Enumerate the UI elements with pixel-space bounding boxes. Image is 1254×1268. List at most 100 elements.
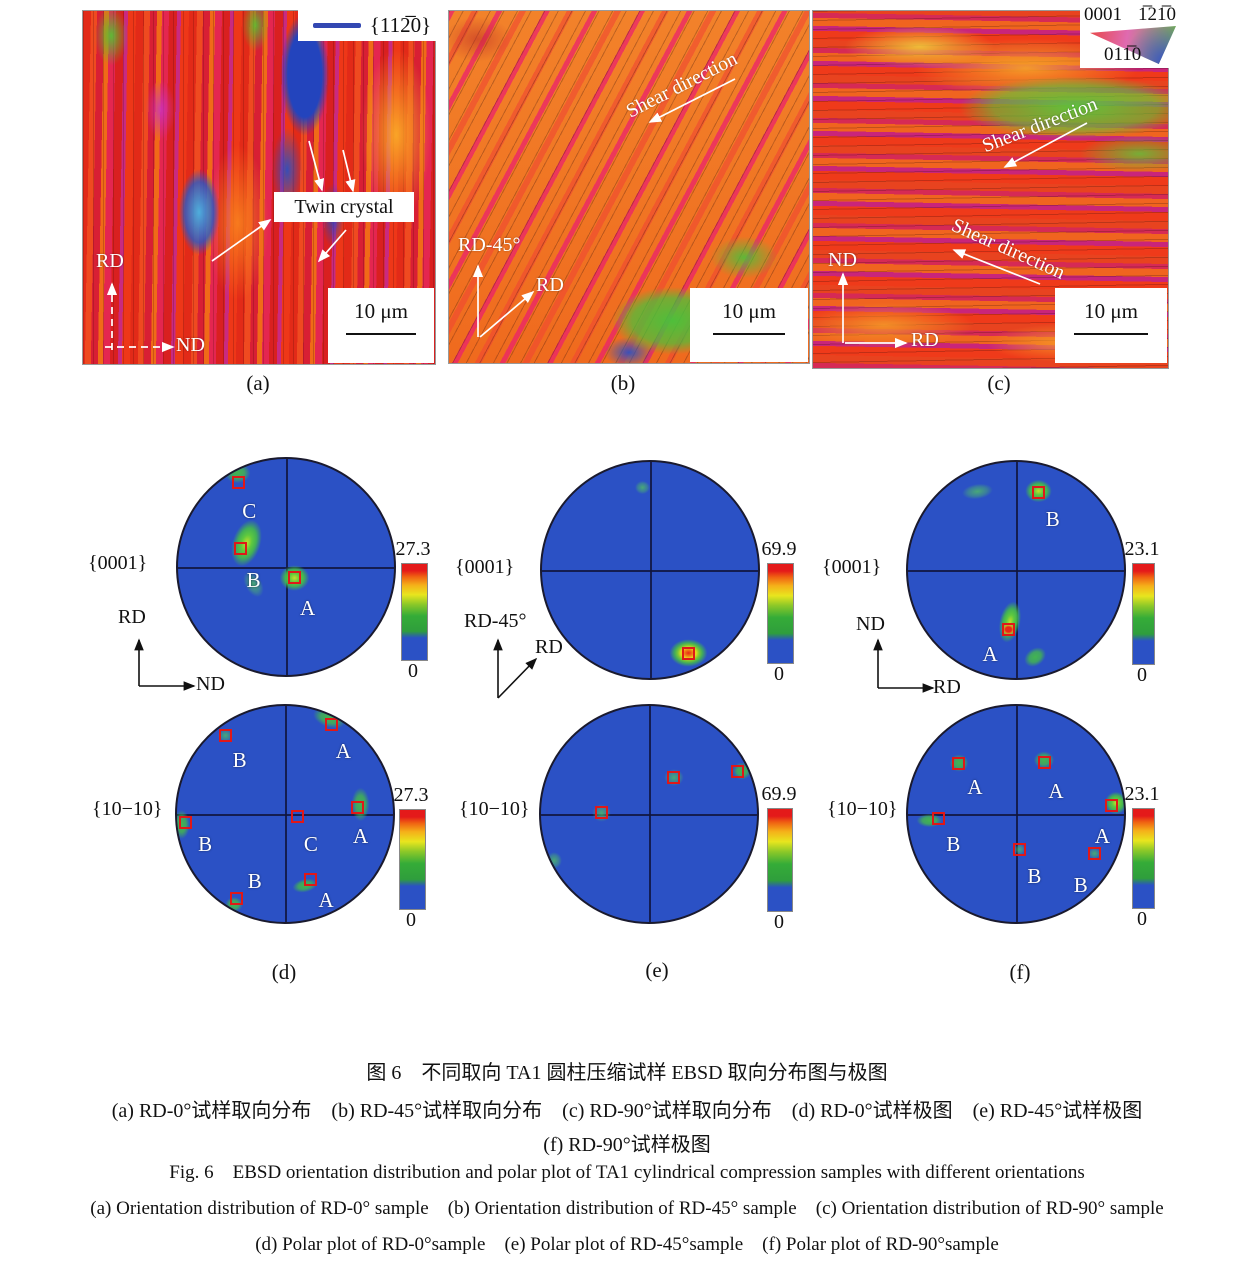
pole-marker-letter: B — [1073, 873, 1088, 898]
caption-zh-line3: (f) RD-90°试样极图 — [543, 1134, 711, 1156]
pole-orientation-marker — [667, 770, 681, 784]
intensity-colorbar — [1132, 563, 1155, 665]
colorbar-min: 0 — [406, 909, 416, 931]
pole-marker-letter: B — [247, 868, 262, 893]
pole-axis-rd-label-d: RD — [118, 606, 146, 628]
scale-line-c — [1074, 333, 1148, 335]
pole-marker-letter: B — [1045, 507, 1060, 532]
pole-axis-rd45-label-e: RD-45° — [464, 610, 527, 632]
pole-axis-nd-label-f: ND — [856, 613, 885, 635]
plane-label-e-0001: {0001} — [455, 556, 515, 578]
pole-marker-letter: A — [300, 596, 316, 621]
scale-bar-c: 10 μm — [1055, 288, 1167, 363]
panel-label-b: (b) — [610, 371, 636, 395]
colorbar-min: 0 — [408, 660, 418, 682]
pole-intensity-spot — [958, 480, 996, 503]
pole-axis-nd-label-d: ND — [196, 673, 225, 695]
panel-label-a: (a) — [246, 371, 270, 395]
intensity-colorbar — [399, 809, 426, 910]
pole-marker-letter: C — [303, 832, 318, 857]
pole-crosshair-horizontal — [908, 570, 1124, 572]
legend-line-swatch — [312, 23, 361, 28]
pole-orientation-marker — [179, 816, 193, 830]
scale-line-b — [713, 333, 785, 335]
colorbar-max: 23.1 — [1124, 538, 1160, 560]
pole-orientation-marker — [288, 571, 302, 585]
intensity-colorbar — [401, 563, 428, 661]
pole-marker-letter: A — [335, 739, 351, 764]
plane-label-d-0001: {0001} — [88, 552, 148, 574]
pole-crosshair-horizontal — [542, 570, 758, 572]
pole-marker-letter: A — [1094, 823, 1110, 848]
pole-crosshair-horizontal — [908, 814, 1124, 816]
pole-marker-letter: B — [1027, 863, 1042, 888]
pole-intensity-spot — [1022, 477, 1055, 506]
pole-figure-e-1010 — [539, 704, 759, 924]
pole-crosshair-horizontal — [177, 814, 393, 816]
pole-figure-d-1010: B A A B C B A — [175, 704, 395, 924]
pole-figure-e-0001 — [540, 460, 760, 680]
scale-label-a: 10 μm — [354, 299, 408, 323]
pole-crosshair-horizontal — [541, 814, 757, 816]
pole-orientation-marker — [594, 806, 608, 820]
pole-intensity-spot — [668, 638, 710, 669]
colorbar-min: 0 — [1137, 664, 1147, 686]
colorbar-max: 27.3 — [395, 538, 431, 560]
plane-label-e-1010: {10−10} — [459, 798, 530, 820]
pole-axis-rd-label-f: RD — [933, 676, 961, 698]
pole-figure-d-0001: C B A — [176, 457, 396, 677]
pole-marker-letter: A — [982, 642, 998, 667]
pole-intensity-spot — [1012, 843, 1026, 857]
pole-marker-letter: B — [946, 832, 961, 857]
caption-zh-title: 图 6 不同取向 TA1 圆柱压缩试样 EBSD 取向分布图与极图 — [366, 1062, 888, 1084]
pole-marker-letter: A — [353, 823, 369, 848]
ebsd-map-rd0 — [82, 10, 436, 365]
caption-en-line3: (d) Polar plot of RD-0°sample (e) Polar … — [255, 1234, 999, 1255]
pole-marker-letter: B — [246, 567, 261, 592]
pole-orientation-marker — [952, 756, 966, 770]
pole-marker-letter: B — [198, 832, 213, 857]
axis-rd45-label-b: RD-45° — [458, 234, 521, 256]
pole-orientation-marker — [731, 765, 745, 779]
pole-orientation-marker — [350, 801, 364, 815]
pole-intensity-spot — [216, 727, 235, 743]
colorbar-max: 69.9 — [761, 783, 797, 805]
colorbar-min: 0 — [1137, 908, 1147, 930]
pole-orientation-marker — [1088, 847, 1102, 861]
pole-marker-letter: C — [242, 498, 257, 523]
pole-orientation-marker — [304, 873, 318, 887]
pole-intensity-spot — [276, 561, 313, 594]
plane-label-d-1010: {10−10} — [92, 798, 163, 820]
twin-crystal-label: Twin crystal — [274, 192, 414, 222]
axis-rd-label-b: RD — [536, 274, 564, 296]
caption-en-line2: (a) Orientation distribution of RD-0° sa… — [90, 1198, 1164, 1219]
pole-intensity-spot — [633, 480, 652, 496]
scale-label-c: 10 μm — [1084, 299, 1138, 323]
pole-orientation-marker — [219, 728, 233, 742]
pole-intensity-spot — [1087, 847, 1103, 861]
pole-marker-letter: A — [318, 888, 334, 913]
pole-orientation-marker — [229, 891, 243, 905]
axis-rd-label-a: RD — [96, 250, 124, 272]
ipf-color-key: 0001 1̅21̅0 011̅0 — [1080, 3, 1206, 68]
pole-marker-letter: A — [967, 775, 983, 799]
pole-orientation-marker — [931, 811, 945, 825]
colorbar-max: 27.3 — [393, 784, 429, 806]
panel-label-f: (f) — [1009, 960, 1031, 984]
colorbar-max: 23.1 — [1124, 783, 1160, 805]
ipf-0001-label: 0001 — [1084, 4, 1122, 25]
legend-1120: {112̅0} — [298, 10, 446, 41]
pole-orientation-marker — [1001, 622, 1015, 636]
scale-bar-a: 10 μm — [328, 288, 434, 363]
caption-en-title: Fig. 6 EBSD orientation distribution and… — [169, 1162, 1085, 1183]
pole-intensity-spot — [348, 782, 373, 826]
colorbar-min: 0 — [774, 663, 784, 685]
colorbar-max: 69.9 — [761, 538, 797, 560]
pole-intensity-spot — [221, 460, 254, 486]
legend-1120-label: {112̅0} — [369, 13, 432, 37]
pole-intensity-spot — [545, 850, 563, 871]
pole-marker-letter: B — [232, 748, 247, 772]
caption-zh-line2: (a) RD-0°试样取向分布 (b) RD-45°试样取向分布 (c) RD-… — [111, 1100, 1143, 1122]
